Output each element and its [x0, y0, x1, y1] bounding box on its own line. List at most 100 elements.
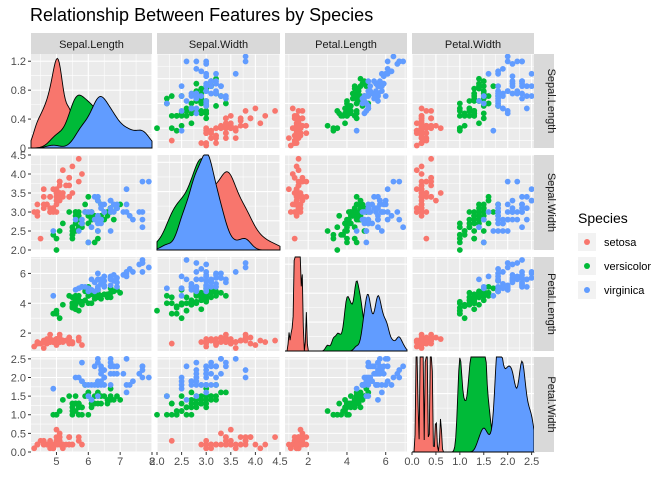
point-virginica-30: [384, 216, 391, 223]
strip-right-petal-width: [534, 357, 554, 452]
point-virginica-37: [208, 382, 215, 388]
point-setosa-6: [40, 193, 47, 200]
legend-key-versicolor: [584, 263, 590, 269]
point-virginica-41: [208, 283, 215, 290]
point-setosa-13: [413, 343, 420, 350]
point-virginica-31: [504, 264, 511, 271]
point-setosa-39: [56, 193, 63, 200]
point-virginica-43: [213, 363, 219, 370]
y-tick-label: 1.5: [11, 391, 26, 403]
point-virginica-36: [523, 193, 530, 200]
point-setosa-39: [222, 441, 229, 448]
point-versicolor-36: [480, 289, 487, 296]
strip-top-label: Petal.Length: [315, 39, 377, 51]
point-versicolor-45: [466, 107, 473, 114]
point-virginica-34: [183, 276, 190, 283]
point-versicolor-33: [85, 220, 92, 227]
point-virginica-39: [114, 279, 120, 286]
point-virginica-0: [218, 93, 224, 99]
point-virginica-26: [359, 216, 366, 223]
point-virginica-14: [193, 105, 200, 112]
x-tick-label: 2.0: [500, 456, 515, 468]
point-versicolor-47: [349, 95, 356, 102]
point-virginica-49: [82, 283, 89, 290]
point-virginica-44: [107, 274, 114, 281]
x-tick-label: 2: [305, 456, 311, 468]
point-virginica-22: [396, 58, 403, 65]
point-versicolor-47: [198, 295, 205, 302]
point-virginica-43: [519, 201, 525, 208]
point-virginica-31: [390, 178, 397, 185]
point-virginica-46: [94, 228, 101, 234]
point-setosa-16: [247, 434, 254, 440]
point-versicolor-4: [480, 88, 487, 95]
point-versicolor-30: [461, 112, 468, 119]
point-setosa-45: [423, 339, 430, 345]
point-setosa-14: [79, 171, 85, 177]
point-virginica-0: [382, 93, 389, 99]
point-versicolor-47: [198, 400, 205, 407]
point-virginica-46: [178, 378, 185, 385]
point-virginica-33: [480, 216, 487, 223]
point-virginica-41: [114, 205, 120, 212]
point-virginica-39: [371, 370, 377, 377]
point-virginica-37: [373, 90, 379, 97]
strip-right-label: Petal.Length: [545, 273, 557, 335]
point-setosa-22: [40, 186, 47, 193]
point-virginica-3: [198, 93, 205, 99]
point-setosa-24: [303, 130, 310, 137]
point-virginica-34: [183, 396, 190, 403]
point-virginica-24: [218, 370, 224, 377]
point-setosa-22: [232, 135, 239, 142]
point-setosa-31: [428, 115, 435, 122]
point-versicolor-30: [461, 303, 468, 310]
point-setosa-49: [418, 125, 425, 132]
point-setosa-44: [303, 122, 310, 129]
point-virginica-17: [514, 58, 521, 65]
point-virginica-17: [242, 367, 249, 373]
point-versicolor-37: [471, 235, 478, 242]
point-virginica-31: [242, 264, 249, 271]
point-versicolor-49: [75, 298, 82, 305]
point-setosa-47: [213, 135, 219, 142]
point-versicolor-14: [471, 306, 478, 313]
point-versicolor-34: [203, 115, 210, 122]
point-setosa-34: [208, 441, 215, 448]
point-setosa-32: [257, 337, 264, 344]
point-virginica-42: [500, 105, 506, 112]
point-versicolor-31: [338, 231, 345, 238]
point-virginica-29: [485, 273, 492, 280]
point-virginica-48: [222, 363, 229, 370]
point-virginica-10: [504, 201, 511, 208]
point-virginica-44: [376, 83, 383, 90]
point-virginica-35: [139, 363, 146, 370]
point-virginica-21: [504, 110, 511, 117]
point-versicolor-48: [178, 122, 185, 129]
density-virginica-sepal-length: [30, 95, 153, 149]
point-virginica-49: [495, 103, 502, 109]
point-virginica-39: [371, 78, 377, 85]
y-tick-label: 2.0: [11, 245, 26, 257]
point-setosa-21: [237, 122, 244, 129]
y-tick-label: 0.8: [11, 85, 26, 97]
point-virginica-15: [213, 280, 219, 287]
point-setosa-13: [413, 142, 420, 149]
point-versicolor-40: [183, 294, 190, 301]
point-virginica-6: [178, 127, 185, 134]
point-setosa-41: [423, 235, 430, 242]
point-setosa-49: [418, 197, 425, 204]
point-versicolor-48: [461, 315, 468, 322]
point-virginica-6: [490, 127, 497, 134]
point-versicolor-49: [346, 216, 352, 223]
point-virginica-42: [188, 283, 195, 290]
point-versicolor-16: [480, 110, 487, 117]
point-virginica-43: [380, 201, 387, 208]
point-virginica-6: [353, 385, 360, 392]
point-setosa-21: [237, 434, 244, 440]
point-setosa-36: [69, 441, 76, 448]
point-versicolor-42: [183, 105, 190, 112]
point-versicolor-37: [168, 93, 175, 99]
point-virginica-25: [123, 382, 130, 388]
point-virginica-7: [198, 382, 205, 388]
point-versicolor-14: [198, 306, 205, 313]
